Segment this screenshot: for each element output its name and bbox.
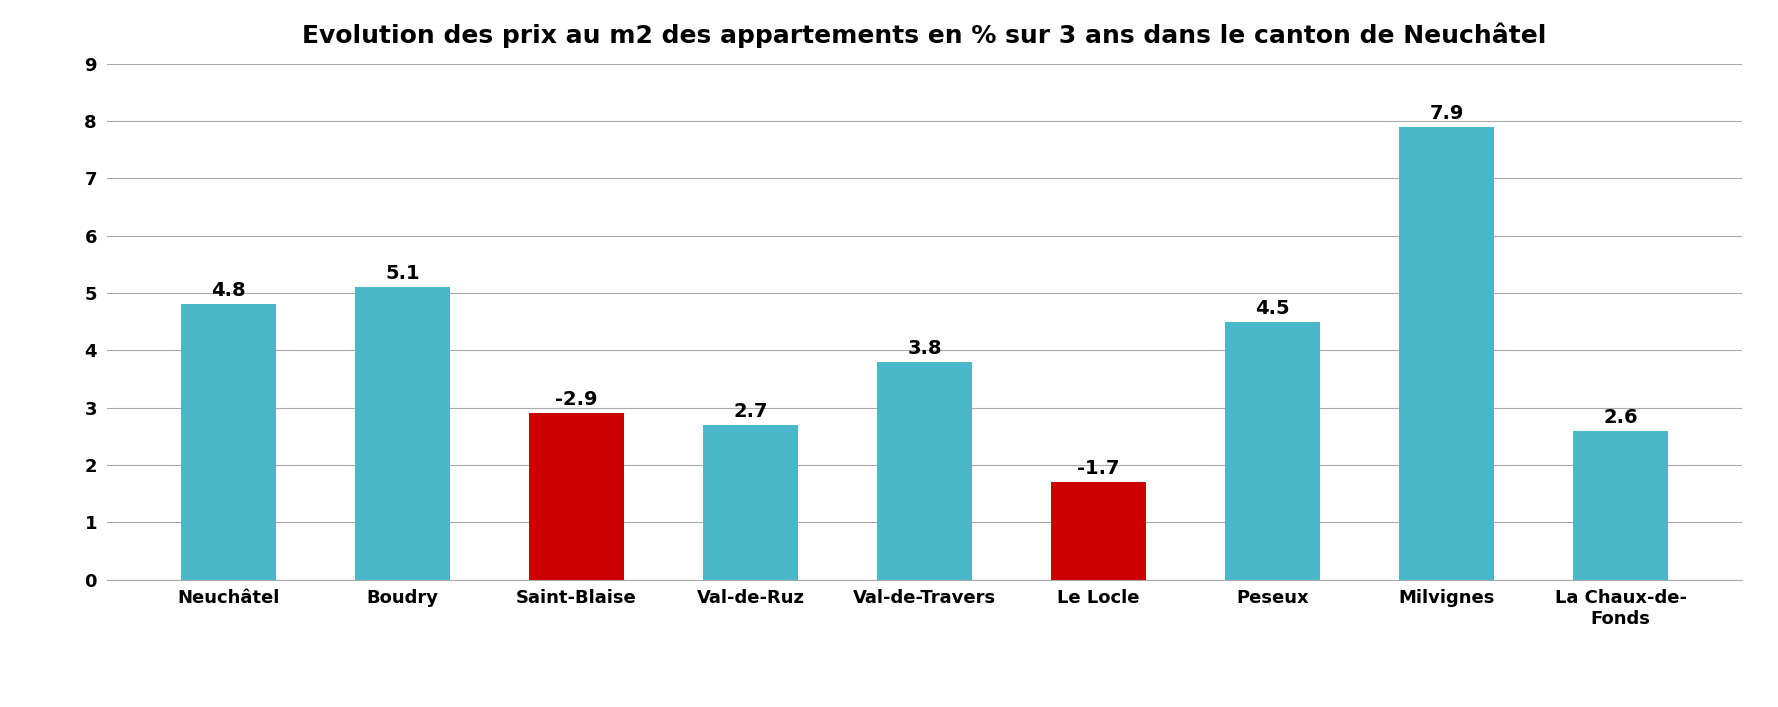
Text: 3.8: 3.8 — [907, 339, 942, 358]
Bar — [877, 362, 973, 580]
Bar — [181, 305, 276, 580]
Text: 2.7: 2.7 — [733, 402, 768, 421]
Text: 4.5: 4.5 — [1255, 298, 1289, 317]
Bar — [528, 414, 624, 580]
Bar — [1225, 322, 1321, 580]
Bar — [1399, 127, 1495, 580]
Title: Evolution des prix au m2 des appartements en % sur 3 ans dans le canton de Neuch: Evolution des prix au m2 des appartement… — [302, 23, 1547, 48]
Text: 7.9: 7.9 — [1430, 104, 1463, 123]
Bar — [354, 287, 450, 580]
Text: -2.9: -2.9 — [555, 390, 597, 409]
Bar — [702, 425, 798, 580]
Text: -1.7: -1.7 — [1077, 460, 1120, 478]
Bar — [1574, 431, 1668, 580]
Text: 4.8: 4.8 — [212, 281, 245, 300]
Text: 2.6: 2.6 — [1604, 408, 1638, 426]
Bar — [1051, 482, 1147, 580]
Text: 5.1: 5.1 — [386, 264, 420, 284]
